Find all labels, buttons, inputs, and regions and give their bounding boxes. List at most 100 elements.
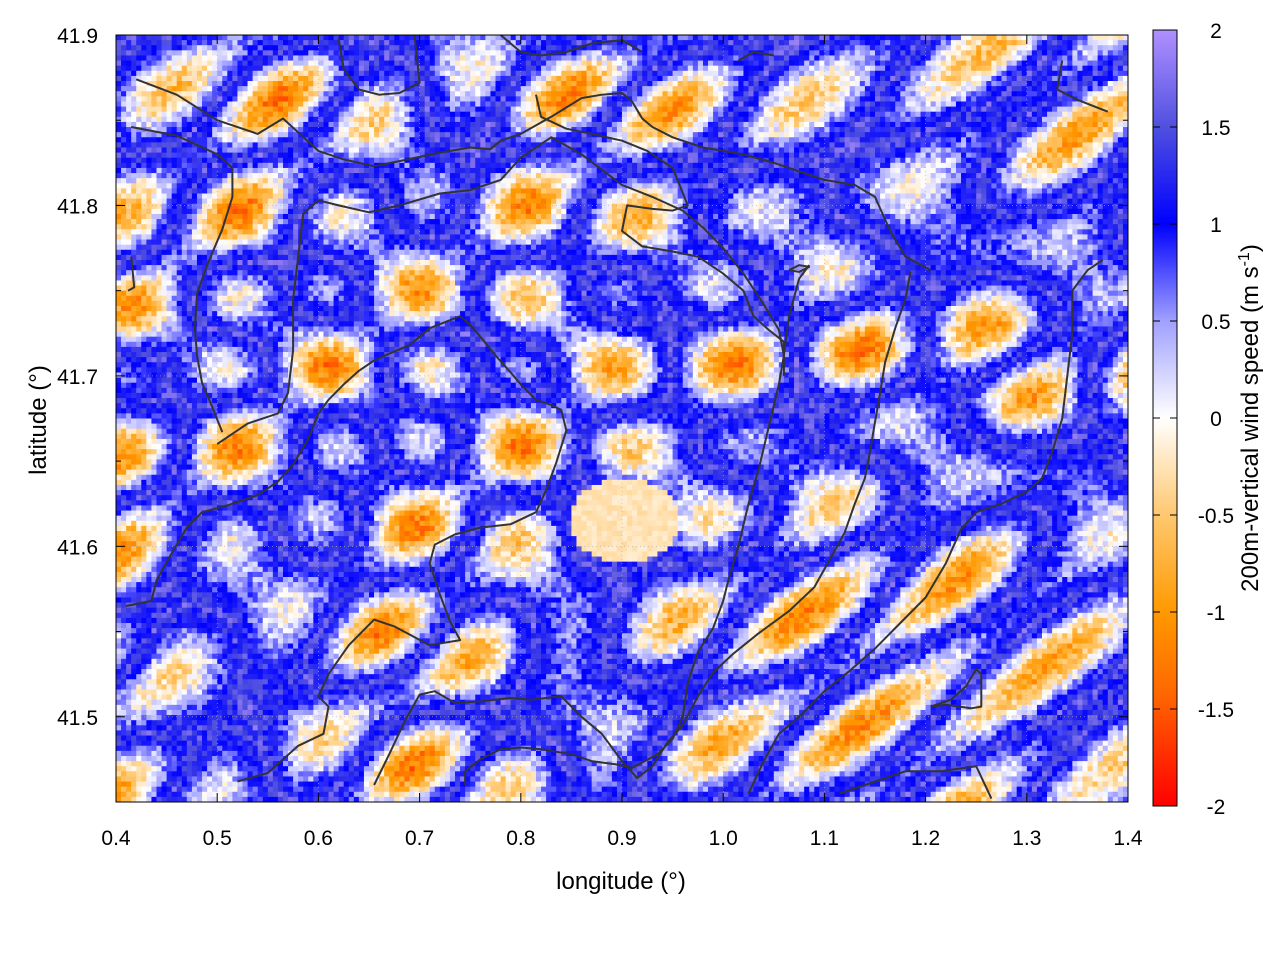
heatmap-cell <box>323 107 329 113</box>
heatmap-cell <box>951 35 957 41</box>
heatmap-cell <box>237 86 243 92</box>
heatmap-cell <box>592 142 598 148</box>
heatmap-cell <box>926 127 932 133</box>
heatmap-cell <box>243 158 249 164</box>
heatmap-cell <box>774 127 780 133</box>
heatmap-cell <box>647 107 653 113</box>
heatmap-cell <box>824 127 830 133</box>
heatmap-cell <box>1108 117 1114 123</box>
heatmap-cell <box>511 71 517 77</box>
heatmap-cell <box>612 117 618 123</box>
heatmap-cell <box>910 158 916 164</box>
heatmap-cell <box>895 45 901 51</box>
heatmap-cell <box>931 142 937 148</box>
heatmap-cell <box>890 76 896 82</box>
heatmap-cell <box>131 55 137 61</box>
heatmap-cell <box>1067 142 1073 148</box>
heatmap-cell <box>222 61 228 67</box>
heatmap-cell <box>470 40 476 46</box>
heatmap-cell <box>1062 158 1068 164</box>
heatmap-cell <box>192 147 198 153</box>
heatmap-cell <box>475 71 481 77</box>
heatmap-cell <box>860 91 866 97</box>
heatmap-cell <box>662 112 668 118</box>
heatmap-cell <box>733 66 739 72</box>
heatmap-cell <box>293 45 299 51</box>
heatmap-cell <box>723 107 729 113</box>
heatmap-cell <box>496 45 502 51</box>
heatmap-cell <box>420 117 426 123</box>
heatmap-cell <box>394 127 400 133</box>
heatmap-cell <box>885 55 891 61</box>
heatmap-cell <box>1052 50 1058 56</box>
heatmap-cell <box>582 142 588 148</box>
heatmap-cell <box>526 76 532 82</box>
heatmap-cell <box>890 127 896 133</box>
heatmap-cell <box>718 101 724 107</box>
heatmap-cell <box>946 137 952 143</box>
heatmap-cell <box>647 132 653 138</box>
heatmap-cell <box>1077 86 1083 92</box>
heatmap-cell <box>465 107 471 113</box>
heatmap-cell <box>536 132 542 138</box>
heatmap-cell <box>263 81 269 87</box>
heatmap-cell <box>602 153 608 159</box>
heatmap-cell <box>1103 76 1109 82</box>
heatmap-cell <box>885 35 891 41</box>
heatmap-cell <box>536 86 542 92</box>
heatmap-cell <box>420 112 426 118</box>
heatmap-cell <box>435 76 441 82</box>
heatmap-cell <box>253 122 259 128</box>
heatmap-cell <box>678 91 684 97</box>
heatmap-cell <box>890 137 896 143</box>
heatmap-cell <box>607 142 613 148</box>
heatmap-cell <box>323 127 329 133</box>
heatmap-cell <box>1027 66 1033 72</box>
heatmap-cell <box>607 96 613 102</box>
heatmap-cell <box>835 35 841 41</box>
heatmap-cell <box>895 153 901 159</box>
heatmap-cell <box>587 117 593 123</box>
heatmap-cell <box>754 147 760 153</box>
heatmap-cell <box>501 147 507 153</box>
heatmap-cell <box>222 112 228 118</box>
heatmap-cell <box>364 71 370 77</box>
heatmap-cell <box>1022 122 1028 128</box>
heatmap-cell <box>809 132 815 138</box>
heatmap-cell <box>222 76 228 82</box>
heatmap-cell <box>480 107 486 113</box>
heatmap-cell <box>521 112 527 118</box>
heatmap-cell <box>121 137 127 143</box>
heatmap-cell <box>936 137 942 143</box>
heatmap-cell <box>551 142 557 148</box>
heatmap-cell <box>364 107 370 113</box>
heatmap-cell <box>774 71 780 77</box>
heatmap-cell <box>1017 71 1023 77</box>
heatmap-cell <box>799 66 805 72</box>
heatmap-cell <box>516 101 522 107</box>
heatmap-cell <box>612 96 618 102</box>
heatmap-cell <box>728 107 734 113</box>
heatmap-cell <box>819 91 825 97</box>
heatmap-cell <box>592 147 598 153</box>
heatmap-cell <box>263 137 269 143</box>
heatmap-cell <box>713 107 719 113</box>
heatmap-cell <box>652 107 658 113</box>
heatmap-cell <box>1082 91 1088 97</box>
heatmap-cell <box>855 86 861 92</box>
heatmap-cell <box>1052 76 1058 82</box>
heatmap-cell <box>425 55 431 61</box>
heatmap-cell <box>162 96 168 102</box>
heatmap-cell <box>936 158 942 164</box>
heatmap-cell <box>308 45 314 51</box>
heatmap-cell <box>652 81 658 87</box>
heatmap-cell <box>597 45 603 51</box>
heatmap-cell <box>258 101 264 107</box>
heatmap-cell <box>1098 76 1104 82</box>
heatmap-cell <box>652 35 658 41</box>
heatmap-cell <box>835 61 841 67</box>
heatmap-cell <box>182 50 188 56</box>
heatmap-cell <box>759 96 765 102</box>
heatmap-cell <box>283 66 289 72</box>
heatmap-cell <box>339 91 345 97</box>
